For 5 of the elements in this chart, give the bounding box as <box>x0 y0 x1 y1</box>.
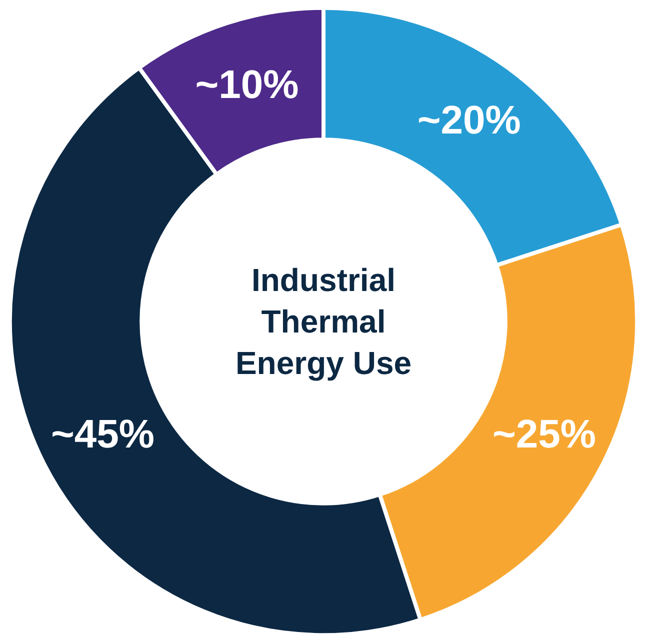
data-label: ~45% <box>51 412 154 456</box>
data-label: ~10% <box>195 63 299 108</box>
data-label: ~20% <box>417 98 521 142</box>
data-label: ~25% <box>492 412 596 456</box>
text: Industrial Thermal Energy Use <box>235 262 412 381</box>
